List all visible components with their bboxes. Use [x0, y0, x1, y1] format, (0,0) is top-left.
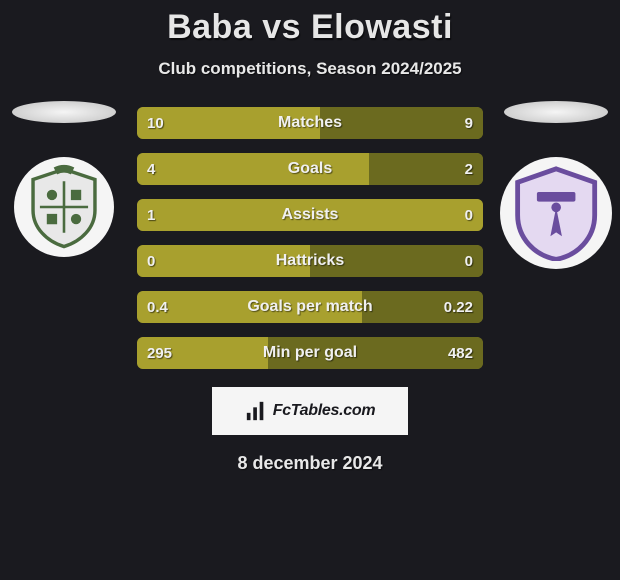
club-badge-right: [500, 157, 612, 269]
stat-value-left: 1: [147, 207, 155, 224]
bar-fill-left: [137, 153, 369, 185]
subtitle: Club competitions, Season 2024/2025: [0, 59, 620, 79]
stat-value-right: 0.22: [444, 299, 473, 316]
left-side: [9, 101, 119, 257]
stat-label: Min per goal: [263, 344, 357, 362]
stat-bar: 10 Matches 9: [137, 107, 483, 139]
stat-value-left: 0.4: [147, 299, 168, 316]
stat-bar: 295 Min per goal 482: [137, 337, 483, 369]
comparison-body: 10 Matches 9 4 Goals 2 1 Assists 0 0 Hattricks 0 0.4…: [0, 101, 620, 369]
stat-value-right: 9: [465, 115, 473, 132]
stat-label: Matches: [278, 114, 342, 132]
page-title: Baba vs Elowasti: [0, 8, 620, 47]
stat-label: Goals per match: [247, 298, 372, 316]
stat-bars: 10 Matches 9 4 Goals 2 1 Assists 0 0 Hattricks 0 0.4…: [137, 107, 483, 369]
vs-label: vs: [262, 8, 301, 46]
stat-label: Hattricks: [276, 252, 344, 270]
right-side: [501, 101, 611, 269]
stat-value-right: 0: [465, 207, 473, 224]
stat-bar: 1 Assists 0: [137, 199, 483, 231]
player2-name: Elowasti: [311, 8, 453, 46]
country-flag-left: [12, 101, 116, 123]
chart-icon: [245, 400, 267, 422]
stat-label: Goals: [288, 160, 332, 178]
stat-bar: 4 Goals 2: [137, 153, 483, 185]
country-flag-right: [504, 101, 608, 123]
comparison-card: Baba vs Elowasti Club competitions, Seas…: [0, 0, 620, 474]
brand-badge[interactable]: FcTables.com: [212, 387, 408, 435]
stat-value-right: 482: [448, 345, 473, 362]
brand-label: FcTables.com: [273, 402, 376, 420]
stat-value-left: 0: [147, 253, 155, 270]
shield-icon: [508, 165, 604, 261]
club-badge-left: [14, 157, 114, 257]
stat-bar: 0.4 Goals per match 0.22: [137, 291, 483, 323]
stat-value-right: 0: [465, 253, 473, 270]
stat-value-left: 295: [147, 345, 172, 362]
player1-name: Baba: [167, 8, 252, 46]
date-label: 8 december 2024: [0, 453, 620, 474]
stat-value-left: 10: [147, 115, 164, 132]
stat-value-right: 2: [465, 161, 473, 178]
bar-fill-right: [320, 107, 483, 139]
stat-bar: 0 Hattricks 0: [137, 245, 483, 277]
stat-label: Assists: [282, 206, 339, 224]
stat-value-left: 4: [147, 161, 155, 178]
shield-icon: [21, 164, 107, 250]
